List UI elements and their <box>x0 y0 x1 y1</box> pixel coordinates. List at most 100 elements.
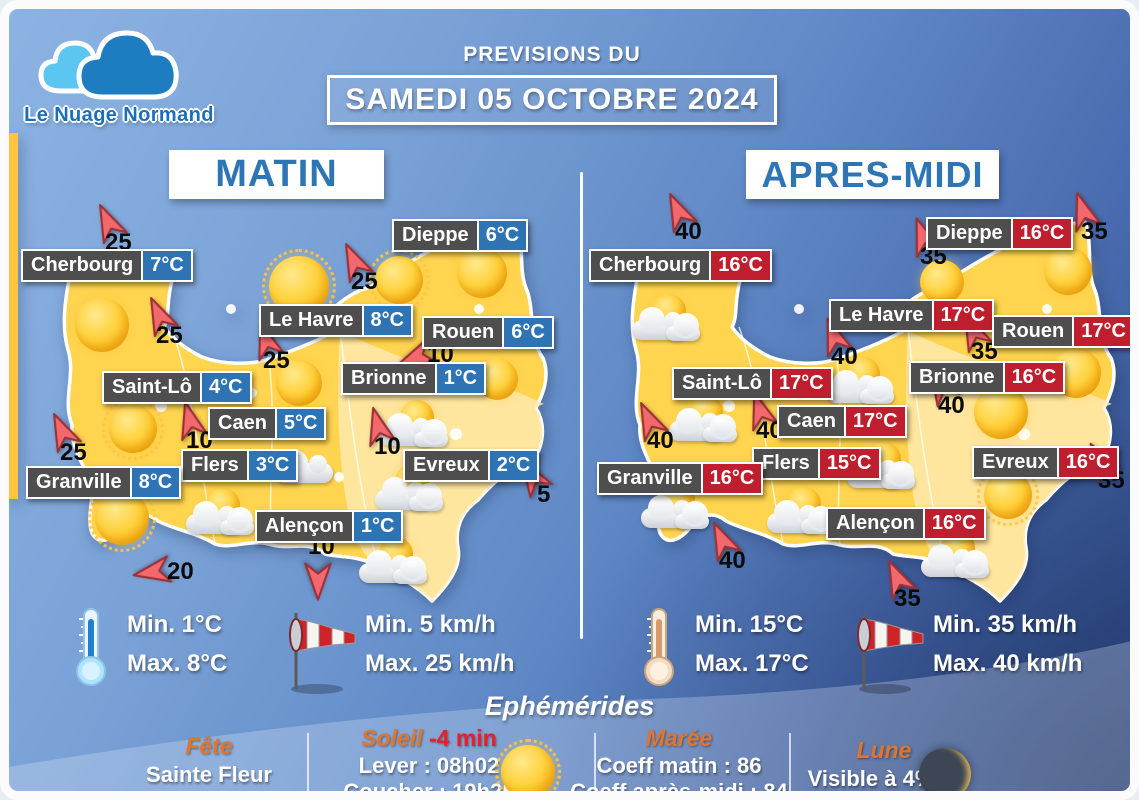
logo-title: Le Nuage Normand <box>24 104 214 126</box>
city-weather-label: Brionne 1°C <box>341 362 487 395</box>
forecast-date: SAMEDI 05 OCTOBRE 2024 <box>327 75 777 125</box>
city-name: Dieppe <box>394 221 477 250</box>
city-weather-label: Le Havre 8°C <box>259 304 414 337</box>
city-temperature: 8°C <box>361 306 412 335</box>
city-name: Caen <box>779 407 844 436</box>
wind-arrow-icon <box>132 555 173 583</box>
wind-speed: 35 <box>1081 218 1108 245</box>
wind-arrow-icon <box>150 297 179 338</box>
city-temperature: 6°C <box>502 318 552 347</box>
soleil-word: Soleil <box>361 725 423 751</box>
city-weather-label: Rouen 6°C <box>422 316 554 349</box>
city-weather-label: Saint-Lô 17°C <box>672 367 833 400</box>
wind-max-label: Max. 40 km/h <box>933 650 1083 677</box>
city-name: Flers <box>754 449 818 478</box>
wind-speed: 25 <box>60 439 87 466</box>
city-name: Cherbourg <box>591 251 710 280</box>
city-name: Saint-Lô <box>674 369 770 398</box>
wind-speed: 35 <box>894 585 921 612</box>
city-temperature: 17°C <box>770 369 831 398</box>
city-name: Brionne <box>911 363 1003 392</box>
forecast-pretitle: PREVISIONS DU <box>463 43 641 66</box>
city-weather-label: Caen 5°C <box>208 407 327 440</box>
wind-arrow-icon <box>53 413 82 454</box>
city-name: Rouen <box>994 317 1073 346</box>
soleil-delta: -4 min <box>429 725 497 751</box>
wind-indicator: 25 <box>45 411 87 466</box>
wind-indicator: 40 <box>817 316 858 370</box>
city-temperature: 4°C <box>200 373 250 402</box>
moon-icon <box>919 748 971 791</box>
weather-sun-icon <box>276 360 322 406</box>
city-temperature: 5°C <box>274 409 325 438</box>
maree-matin: Coeff matin : 86 <box>596 753 762 778</box>
wind-arrow-icon <box>369 406 396 448</box>
wind-arrow-icon <box>99 204 128 245</box>
city-temperature: 16°C <box>1056 448 1118 477</box>
map-layer-morning: 25 25 25 25 10 25 10 10 5 20 10 Cherbourg 7°C Dieppe 6… <box>9 9 1130 791</box>
city-name: Granville <box>28 468 130 497</box>
wind-arrow-icon <box>304 562 332 601</box>
wind-speed: 40 <box>719 547 746 574</box>
city-temperature: 17°C <box>1072 317 1130 346</box>
wind-min-label: Min. 35 km/h <box>933 611 1078 638</box>
thermometer-cold-icon <box>69 605 113 694</box>
panel-title-apres-midi: APRES-MIDI <box>746 150 999 199</box>
city-weather-label: Saint-Lô 4°C <box>102 371 252 404</box>
wind-arrow-icon <box>669 193 698 234</box>
footer-light-band <box>9 641 1130 791</box>
fete-value: Sainte Fleur <box>146 762 272 787</box>
sun-icon <box>495 739 561 791</box>
wind-min-label: Min. 5 km/h <box>365 611 496 638</box>
city-name: Alençon <box>257 512 352 541</box>
wind-indicator: 25 <box>142 295 183 349</box>
city-temperature: 2°C <box>487 451 538 480</box>
wind-indicator: 35 <box>1066 191 1108 245</box>
ephemerides-title: Ephémérides <box>484 691 655 721</box>
wind-indicator: 20 <box>132 552 194 592</box>
wind-arrow-icon <box>752 391 779 432</box>
temp-min-label: Min. 1°C <box>127 611 222 638</box>
normandy-maps <box>9 133 1116 603</box>
city-temperature: 15°C <box>817 449 879 478</box>
temp-min-label: Min. 15°C <box>695 611 804 638</box>
weather-sun-icon <box>75 298 129 352</box>
city-temperature: 16°C <box>709 251 770 280</box>
city-weather-label: Le Havre 17°C <box>829 299 995 332</box>
wind-speed: 20 <box>167 558 194 585</box>
wind-speed: 5 <box>537 481 551 508</box>
city-temperature: 3°C <box>246 451 297 480</box>
wind-max-label: Max. 25 km/h <box>365 650 515 677</box>
wind-indicator: 40 <box>705 520 746 574</box>
temp-max-label: Max. 8°C <box>127 650 228 677</box>
city-temperature: 16°C <box>922 509 984 538</box>
wind-indicator: 40 <box>661 191 702 245</box>
city-name: Caen <box>210 409 275 438</box>
city-weather-label: Flers 15°C <box>752 447 881 480</box>
city-name: Brionne <box>343 364 435 393</box>
city-name: Granville <box>599 464 701 493</box>
wind-arrow-icon <box>181 400 208 442</box>
city-name: Evreux <box>405 451 488 480</box>
wind-speed: 40 <box>938 392 965 419</box>
city-temperature: 8°C <box>129 468 180 497</box>
weather-sun-icon <box>974 385 1028 439</box>
maree-label: Marée <box>645 725 713 751</box>
city-weather-label: Evreux 16°C <box>972 446 1120 479</box>
section-divider <box>789 733 791 791</box>
city-weather-label: Rouen 17°C <box>992 315 1130 348</box>
city-name: Cherbourg <box>23 251 142 280</box>
city-temperature: 1°C <box>351 512 402 541</box>
weather-sun-icon <box>920 260 964 304</box>
wind-indicator: 25 <box>337 241 378 295</box>
city-weather-label: Cherbourg 16°C <box>589 249 772 282</box>
wind-speed: 40 <box>675 218 702 245</box>
soleil-label: Soleil -4 min <box>324 725 534 752</box>
soleil-coucher: Coucher : 19h25 <box>343 779 515 800</box>
city-temperature: 1°C <box>434 364 485 393</box>
wind-speed: 25 <box>263 347 290 374</box>
left-edge-ribbon <box>9 133 18 499</box>
city-temperature: 7°C <box>141 251 191 280</box>
wind-speed: 40 <box>647 427 674 454</box>
